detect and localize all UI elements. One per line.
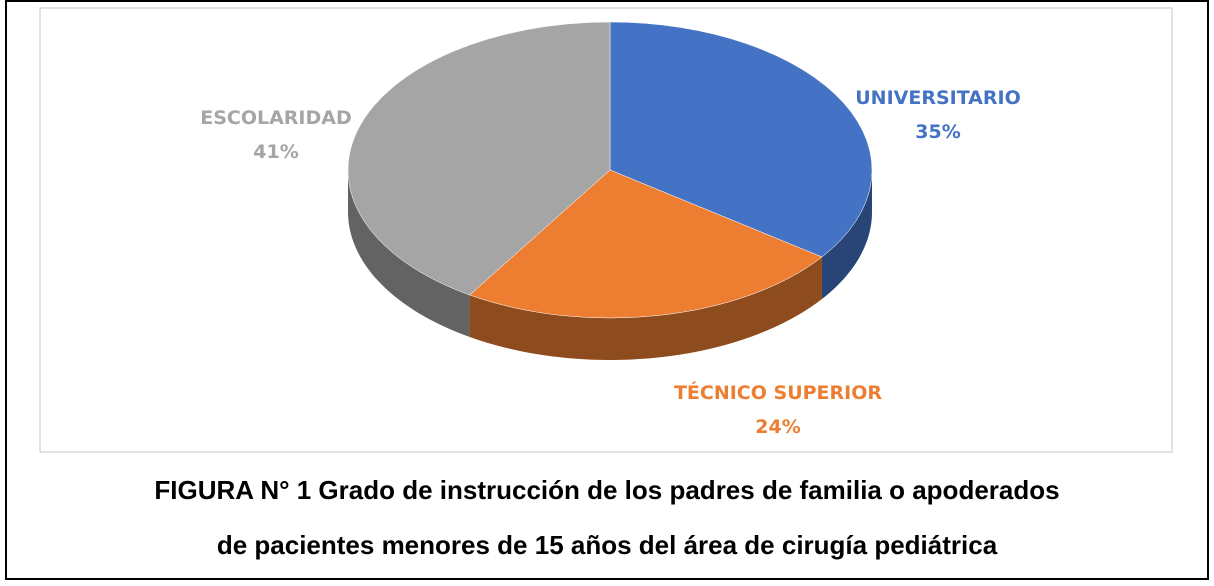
slice <box>347 21 611 296</box>
slice-side <box>821 170 872 299</box>
slice-label: ESCOLARIDAD <box>200 107 352 129</box>
slice-value-label: 41% <box>253 141 298 163</box>
slice-side <box>469 256 822 360</box>
pie <box>347 21 873 360</box>
slice-value-label: 35% <box>915 121 960 143</box>
slice-value-label: 24% <box>755 416 800 438</box>
caption-line: FIGURA N° 1 Grado de instrucción de los … <box>154 475 1059 505</box>
slice-label: UNIVERSITARIO <box>855 87 1021 109</box>
slice-label: TÉCNICO SUPERIOR <box>674 381 882 404</box>
slice <box>469 169 823 319</box>
labels: UNIVERSITARIO 35% TÉCNICO SUPERIOR 24% ESCOL… <box>200 87 1021 438</box>
caption-line: de pacientes menores de 15 años del área… <box>217 530 998 560</box>
slice <box>609 21 873 258</box>
slice-side <box>348 170 470 337</box>
